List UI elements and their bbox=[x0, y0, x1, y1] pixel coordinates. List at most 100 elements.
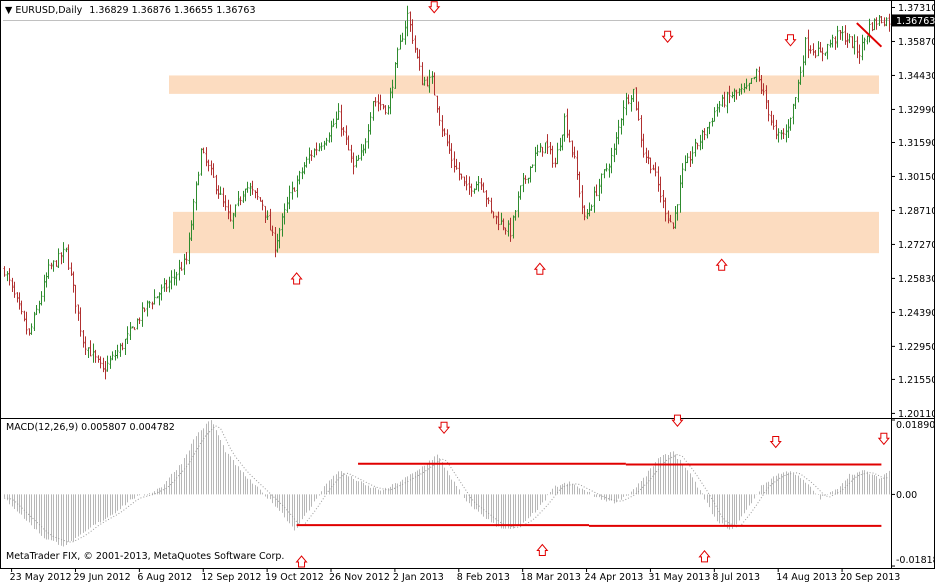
ohlc-bar bbox=[600, 173, 603, 194]
price-zone-0 bbox=[169, 75, 879, 94]
ohlc-bar bbox=[536, 144, 539, 157]
ohlc-bar bbox=[740, 83, 743, 95]
ohlc-bar bbox=[74, 284, 77, 314]
ohlc-bar bbox=[217, 185, 220, 199]
time-tick-label: 31 May 2013 bbox=[648, 572, 710, 583]
ohlc-bar bbox=[509, 217, 512, 242]
time-tick-label: 19 Oct 2012 bbox=[265, 572, 324, 583]
ohlc-bar bbox=[831, 34, 834, 48]
ohlc-bar bbox=[266, 210, 269, 220]
ohlc-bar bbox=[477, 176, 480, 192]
price-tick-label: 1.20110 bbox=[898, 409, 935, 420]
ohlc-bar bbox=[797, 79, 800, 103]
ohlc-bar bbox=[775, 119, 778, 140]
ohlc-bar bbox=[441, 115, 444, 137]
ohlc-bar bbox=[495, 215, 498, 225]
ohlc-bar bbox=[163, 278, 166, 292]
ohlc-bar bbox=[20, 300, 23, 315]
ohlc-bar bbox=[468, 176, 471, 195]
ohlc-bar bbox=[168, 276, 171, 293]
dropdown-triangle-icon[interactable]: ▼ bbox=[5, 5, 13, 16]
ohlc-bar bbox=[794, 96, 797, 110]
time-tick-label: 18 Mar 2013 bbox=[521, 572, 581, 583]
ohlc-bar bbox=[274, 227, 277, 258]
ohlc-bar bbox=[188, 232, 191, 265]
ohlc-bar bbox=[215, 174, 218, 195]
ohlc-bar bbox=[871, 22, 874, 32]
ohlc-bar bbox=[229, 204, 232, 222]
ohlc-bar bbox=[126, 326, 129, 344]
ohlc-bar bbox=[573, 146, 576, 159]
ohlc-bar bbox=[165, 279, 168, 292]
time-tick-label: 6 Aug 2012 bbox=[137, 572, 192, 583]
ohlc-bar bbox=[502, 218, 505, 231]
buy-arrow-icon bbox=[290, 272, 303, 285]
ohlc-bar bbox=[883, 17, 886, 27]
ohlc-bar bbox=[202, 147, 205, 154]
ohlc-bar bbox=[762, 83, 765, 96]
ohlc-bar bbox=[111, 351, 114, 361]
ohlc-bar bbox=[767, 100, 770, 122]
ohlc-bar bbox=[99, 356, 102, 369]
macd-tick-label: 0.00 bbox=[896, 490, 917, 501]
ohlc-bar bbox=[251, 180, 254, 195]
ohlc-bar bbox=[362, 144, 365, 156]
ohlc-bar bbox=[674, 206, 677, 229]
ohlc-bar bbox=[40, 291, 43, 306]
ohlc-bar bbox=[531, 164, 534, 168]
ohlc-bar bbox=[298, 170, 301, 185]
ohlc-bar bbox=[517, 191, 520, 218]
ohlc-bar bbox=[438, 106, 441, 126]
ohlc-bar bbox=[411, 19, 414, 44]
ohlc-bar bbox=[664, 197, 667, 222]
ohlc-bar bbox=[463, 176, 466, 187]
ohlc-bar bbox=[129, 321, 132, 341]
ohlc-bar bbox=[568, 129, 571, 143]
ohlc-bar bbox=[853, 34, 856, 55]
ohlc-bar bbox=[748, 82, 751, 91]
ohlc-bar bbox=[610, 147, 613, 174]
ohlc-bar bbox=[269, 208, 272, 231]
ohlc-bar bbox=[148, 300, 151, 308]
price-tick-label: 1.32990 bbox=[898, 105, 935, 116]
ohlc-bar bbox=[38, 300, 41, 314]
ohlc-bar bbox=[320, 142, 323, 151]
ohlc-bar bbox=[627, 94, 630, 105]
ohlc-bar bbox=[453, 151, 456, 173]
ohlc-bar bbox=[200, 148, 203, 176]
ohlc-bar bbox=[598, 178, 601, 202]
ohlc-bar bbox=[384, 105, 387, 115]
ohlc-bar bbox=[605, 163, 608, 172]
ohlc-bar bbox=[561, 134, 564, 151]
ohlc-bar bbox=[777, 128, 780, 143]
ohlc-bar bbox=[133, 327, 136, 331]
ohlc-bar bbox=[681, 163, 684, 188]
ohlc-bar bbox=[387, 105, 390, 115]
sell-arrow-icon bbox=[437, 421, 451, 435]
ohlc-bar bbox=[347, 135, 350, 151]
ohlc-bar bbox=[102, 357, 105, 373]
ohlc-bar bbox=[524, 175, 527, 184]
ohlc-bar bbox=[391, 79, 394, 99]
macd-tick-label: -0.018189 bbox=[896, 555, 935, 566]
ohlc-bar bbox=[728, 85, 731, 104]
ohlc-bar bbox=[615, 132, 618, 155]
price-tick-label: 1.22950 bbox=[898, 342, 935, 353]
ohlc-bar bbox=[546, 134, 549, 155]
ohlc-bar bbox=[219, 186, 222, 195]
ohlc-bar bbox=[473, 188, 476, 194]
macd-panel-frame bbox=[0, 418, 935, 569]
ohlc-bar bbox=[583, 205, 586, 221]
ohlc-bar bbox=[861, 34, 864, 61]
ohlc-bar bbox=[856, 36, 859, 59]
ohlc-bar bbox=[731, 91, 734, 99]
ohlc-bar bbox=[303, 162, 306, 175]
ohlc-bar bbox=[455, 158, 458, 170]
ohlc-bar bbox=[271, 225, 274, 236]
ohlc-bar bbox=[662, 189, 665, 209]
time-tick-label: 8 Feb 2013 bbox=[457, 572, 510, 583]
ohlc-bar bbox=[863, 37, 866, 51]
ohlc-bar bbox=[256, 187, 259, 200]
